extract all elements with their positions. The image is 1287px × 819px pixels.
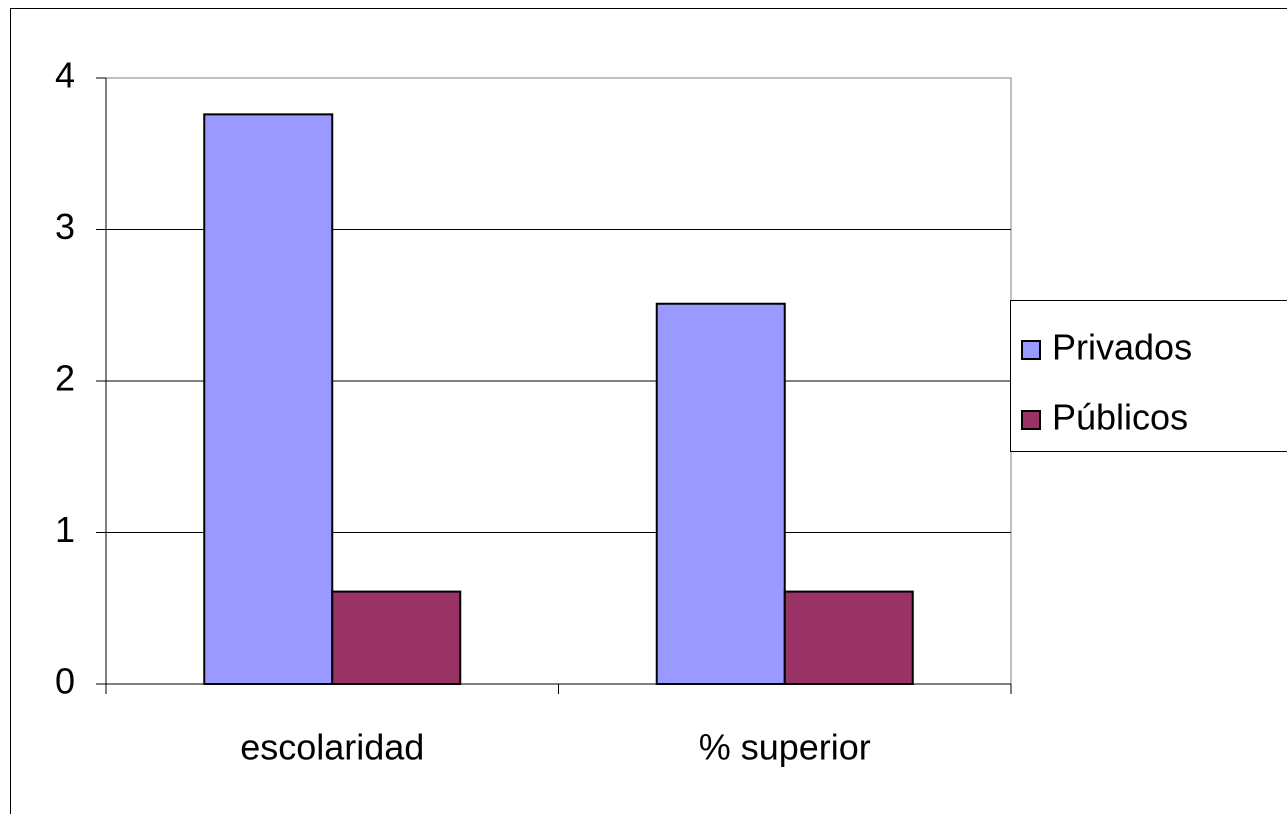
y-tick-label: 0 — [55, 661, 75, 702]
legend-label: Públicos — [1052, 397, 1188, 438]
bar — [657, 304, 785, 684]
y-tick-label: 3 — [55, 206, 75, 247]
bar — [785, 592, 913, 684]
y-tick-label: 2 — [55, 358, 75, 399]
y-tick-label: 1 — [55, 509, 75, 550]
x-tick-label: escolaridad — [240, 727, 424, 768]
legend-swatch — [1022, 341, 1040, 359]
y-tick-label: 4 — [55, 55, 75, 96]
legend-swatch — [1022, 411, 1040, 429]
bar — [332, 592, 460, 684]
legend-label: Privados — [1052, 327, 1192, 368]
x-tick-label: % superior — [699, 727, 871, 768]
bar — [204, 114, 332, 684]
